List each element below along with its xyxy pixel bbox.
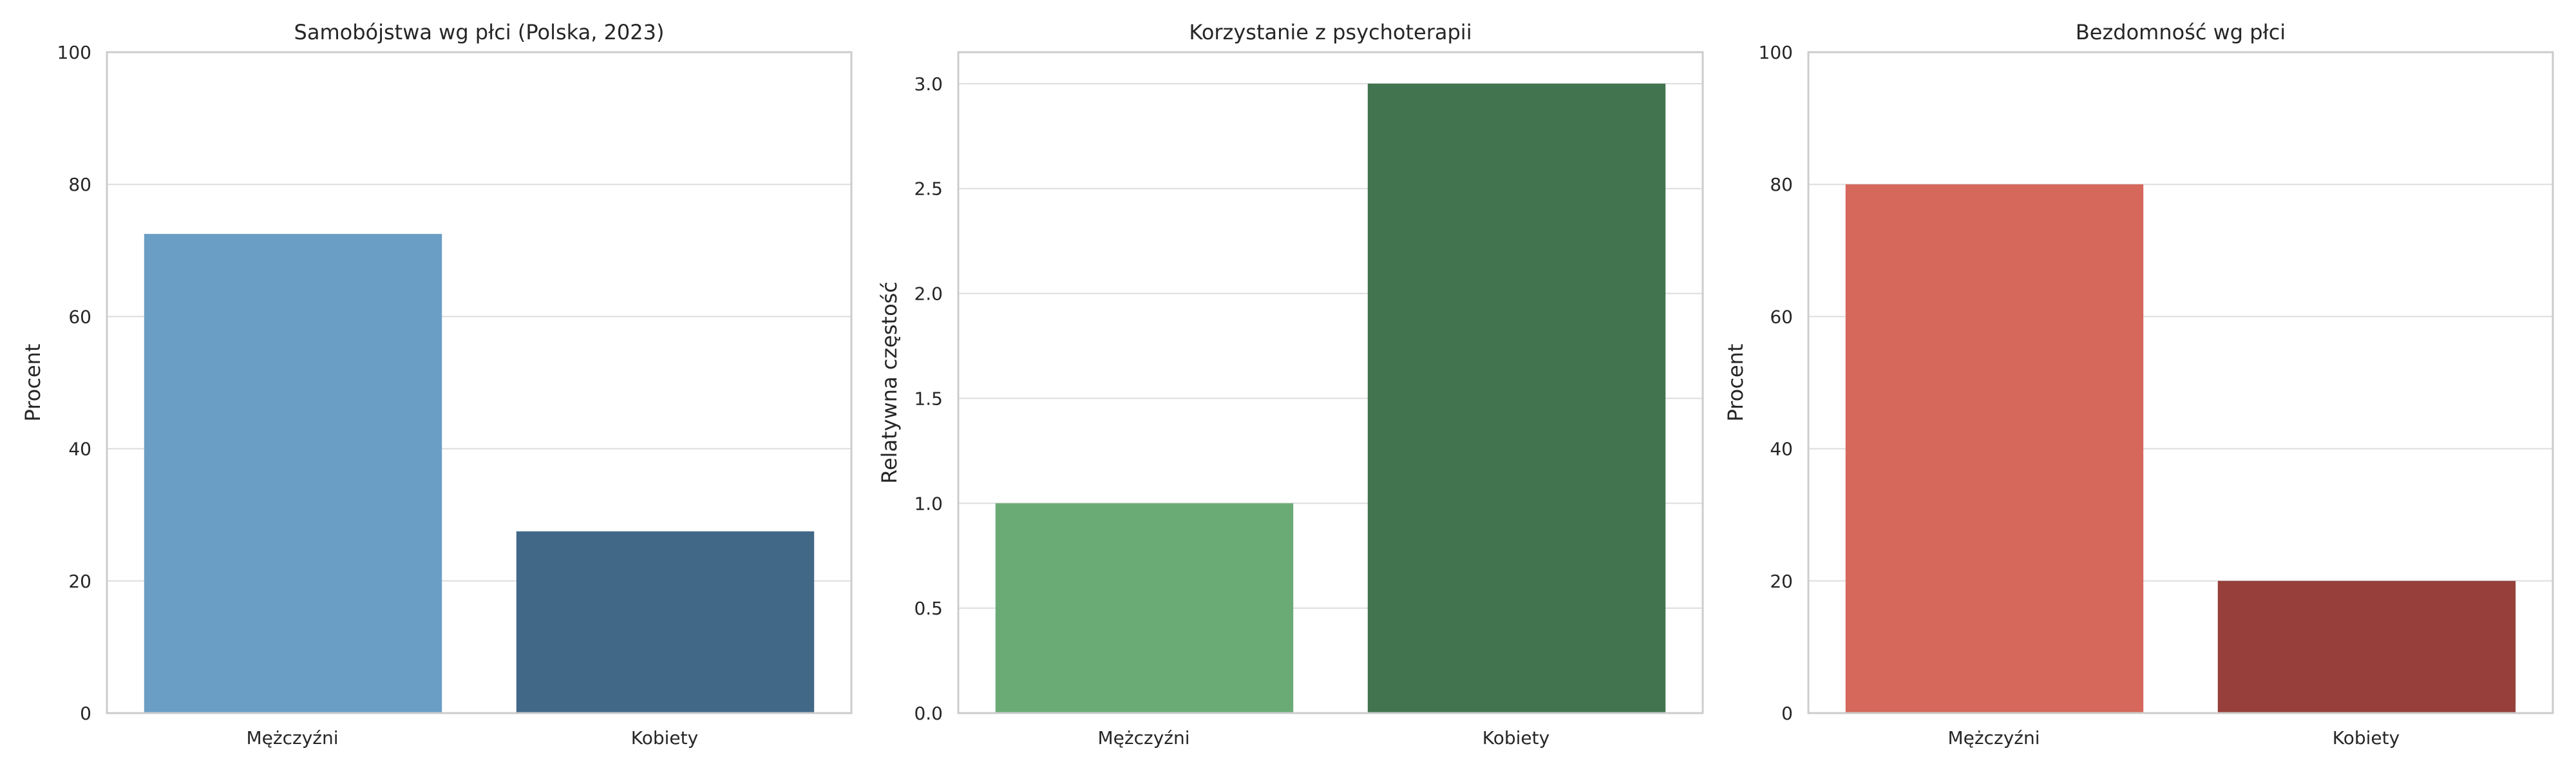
y-axis-label: Procent	[1723, 344, 1748, 422]
panel-suicide: Samobójstwa wg płci (Polska, 2023) Proce…	[21, 20, 853, 749]
x-tick-label: Mężczyźni	[247, 727, 339, 749]
panel-psychotherapy: Korzystanie z psychoterapii Relatywna cz…	[877, 20, 1704, 749]
y-tick-label: 0	[1781, 703, 1793, 724]
y-tick-label: 40	[1770, 439, 1793, 460]
bar	[144, 234, 442, 713]
panel-3-frame	[1807, 51, 2554, 714]
y-tick-label: 40	[68, 439, 91, 460]
chart-title: Samobójstwa wg płci (Polska, 2023)	[294, 20, 665, 44]
y-tick-label: 0.0	[914, 703, 943, 724]
panel-1-y-ticks: 0 20 40 60 80 100	[57, 42, 91, 724]
bar	[1845, 184, 2144, 713]
y-tick-label: 100	[57, 42, 91, 63]
panel-2-frame	[957, 51, 1704, 714]
y-tick-label: 0	[80, 703, 91, 724]
chart-title: Korzystanie z psychoterapii	[1189, 20, 1472, 44]
panel-3-bars	[1845, 184, 2516, 713]
panel-3-y-ticks: 0 20 40 60 80 100	[1759, 42, 1793, 724]
x-tick-label: Mężczyźni	[1098, 727, 1190, 749]
y-tick-label: 60	[68, 306, 91, 327]
y-tick-label: 20	[68, 571, 91, 592]
bar	[1367, 83, 1666, 713]
y-tick-label: 0.5	[914, 598, 943, 619]
x-tick-label: Kobiety	[631, 727, 698, 749]
x-tick-label: Kobiety	[1482, 727, 1549, 749]
y-tick-label: 1.5	[914, 388, 943, 409]
panel-2-y-ticks: 0.0 0.5 1.0 1.5 2.0 2.5 3.0	[914, 73, 943, 724]
y-tick-label: 80	[68, 174, 91, 195]
bar	[995, 503, 1294, 713]
y-tick-label: 100	[1759, 42, 1793, 63]
y-axis-label: Procent	[21, 344, 45, 422]
bar	[2217, 580, 2516, 713]
x-tick-label: Mężczyźni	[1948, 727, 2040, 749]
y-tick-label: 1.0	[914, 493, 943, 514]
y-tick-label: 20	[1770, 571, 1793, 592]
panel-1-bars	[144, 234, 815, 713]
y-tick-label: 2.5	[914, 178, 943, 200]
y-tick-label: 3.0	[914, 73, 943, 95]
y-axis-label: Relatywna częstość	[877, 282, 902, 484]
x-tick-label: Kobiety	[2333, 727, 2400, 749]
y-tick-label: 80	[1770, 174, 1793, 195]
panel-1-frame	[106, 51, 853, 714]
panel-homelessness: Bezdomność wg płci Procent 020406080100 …	[1723, 20, 2554, 749]
y-tick-label: 2.0	[914, 283, 943, 305]
panel-2-bars	[995, 83, 1666, 713]
y-tick-label: 60	[1770, 306, 1793, 327]
bar	[516, 531, 815, 713]
chart-title: Bezdomność wg płci	[2076, 20, 2286, 44]
